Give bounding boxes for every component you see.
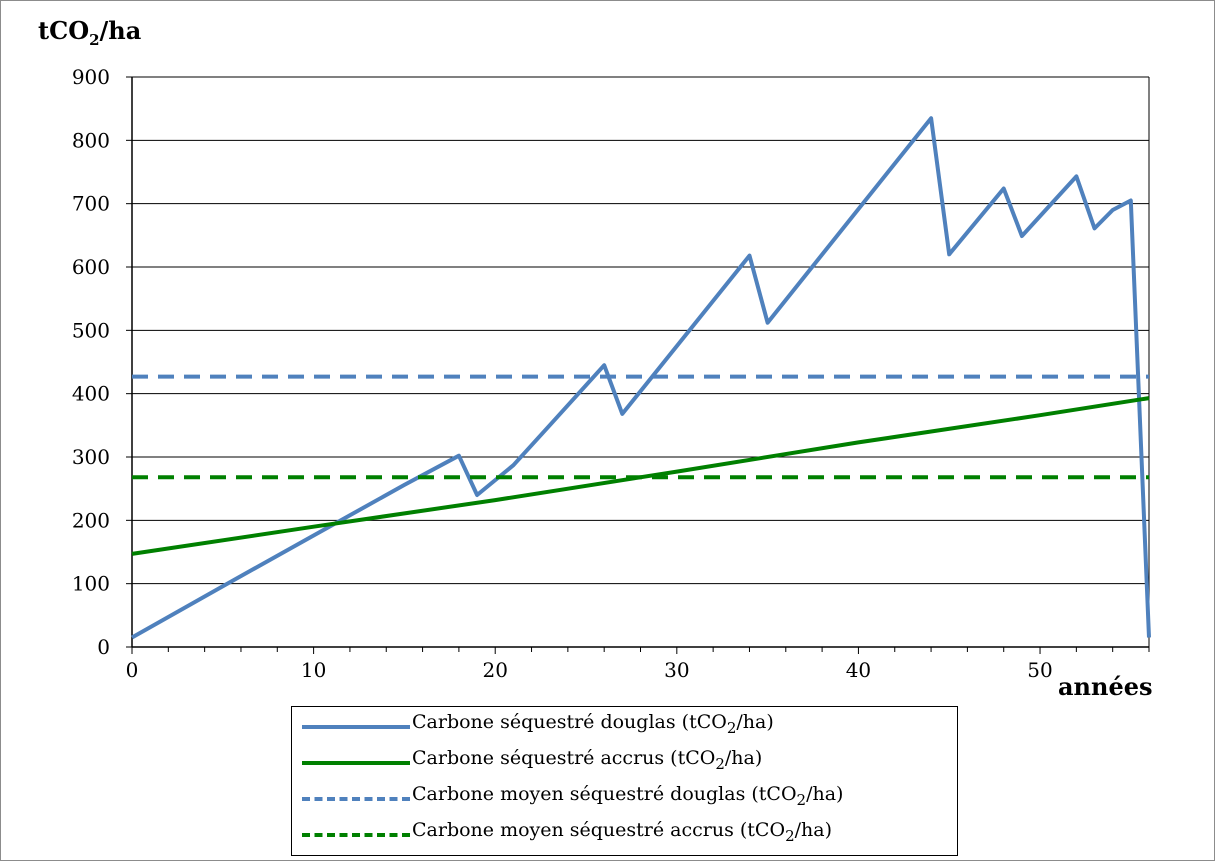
x-tick-label: 0 <box>126 658 139 682</box>
y-tick-label: 300 <box>72 445 110 469</box>
y-tick-label: 700 <box>72 192 110 216</box>
legend-swatch-douglas <box>302 725 410 729</box>
legend-item-accrus: Carbone séquestré accrus (tCO2/ha) <box>292 745 957 779</box>
legend-swatch-mean-accrus <box>302 833 410 837</box>
gridlines <box>132 76 1150 647</box>
x-tick-label: 50 <box>1027 658 1052 682</box>
legend-label-mean-douglas: Carbone moyen séquestré douglas (tCO2/ha… <box>412 783 844 809</box>
series-line-1 <box>131 396 1150 556</box>
y-tick-label: 200 <box>72 508 110 532</box>
series-line-0 <box>131 116 1151 640</box>
x-tick-label: 30 <box>664 658 689 682</box>
x-tick-label: 20 <box>482 658 507 682</box>
x-tick-label: 10 <box>301 658 326 682</box>
y-tick-label: 900 <box>72 65 110 89</box>
axes: 0 100 200 300 400 500 600 700 800 900 0 10 20 30 40 50 <box>72 65 1150 682</box>
legend-item-mean-douglas: Carbone moyen séquestré douglas (tCO2/ha… <box>292 781 957 815</box>
legend-swatch-accrus <box>302 761 410 765</box>
y-tick-label: 400 <box>72 382 110 406</box>
legend: Carbone séquestré douglas (tCO2/ha) Carb… <box>291 706 958 856</box>
y-tick-label: 0 <box>97 635 110 659</box>
y-tick-label: 600 <box>72 255 110 279</box>
series-lines <box>131 116 1151 640</box>
legend-label-douglas: Carbone séquestré douglas (tCO2/ha) <box>412 711 774 737</box>
legend-item-douglas: Carbone séquestré douglas (tCO2/ha) <box>292 709 957 743</box>
x-axis-label: années <box>1058 672 1153 701</box>
legend-swatch-mean-douglas <box>302 797 410 801</box>
legend-label-mean-accrus: Carbone moyen séquestré accrus (tCO2/ha) <box>412 819 832 845</box>
legend-item-mean-accrus: Carbone moyen séquestré accrus (tCO2/ha) <box>292 817 957 851</box>
y-axis-label: tCO2/ha <box>38 16 142 49</box>
y-tick-label: 800 <box>72 128 110 152</box>
x-tick-label: 40 <box>846 658 871 682</box>
y-tick-label: 100 <box>72 572 110 596</box>
legend-label-accrus: Carbone séquestré accrus (tCO2/ha) <box>412 747 763 773</box>
y-tick-label: 500 <box>72 318 110 342</box>
